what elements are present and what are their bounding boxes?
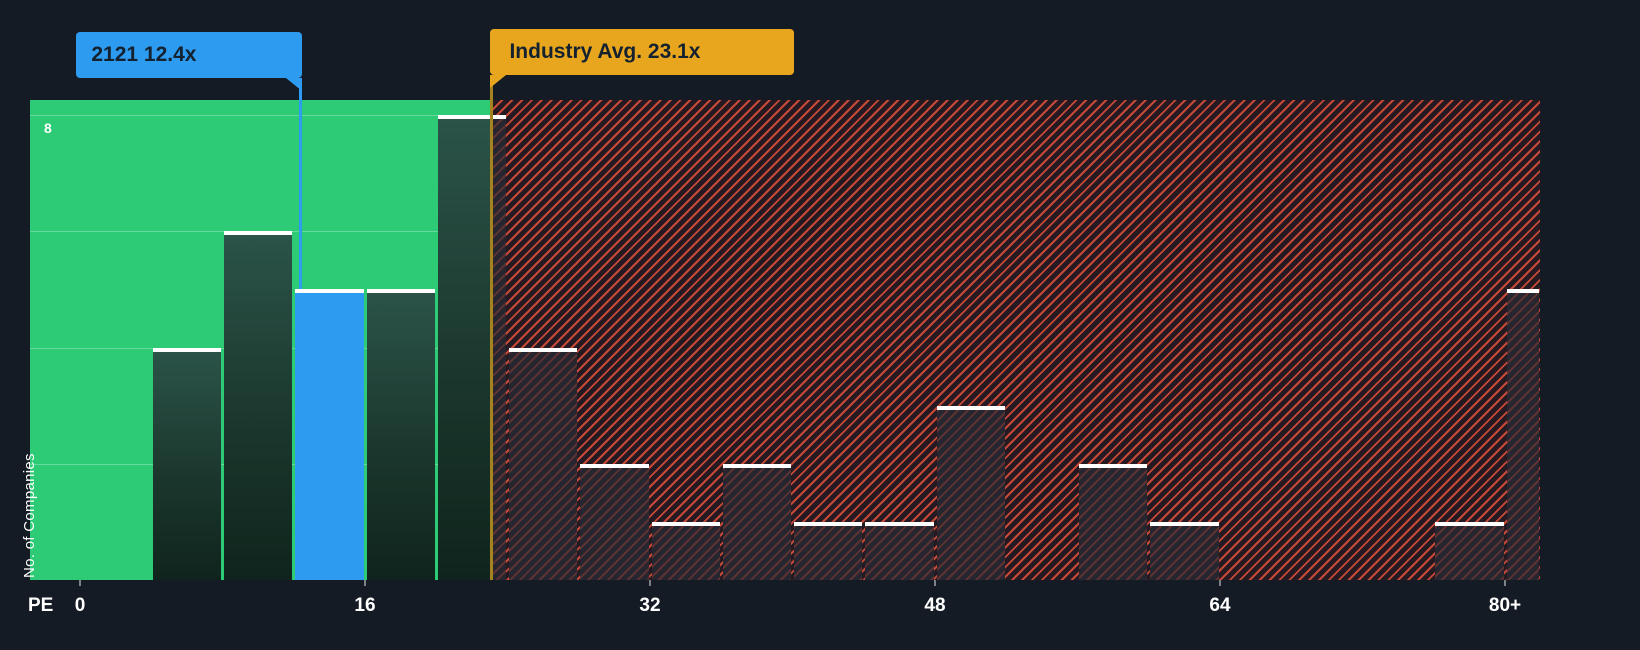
above-average-region	[491, 100, 1540, 580]
gridline-8	[30, 115, 492, 116]
histogram-bar-pe-36[interactable]	[722, 463, 791, 580]
x-tick-label-0: 0	[74, 595, 86, 616]
x-axis-unit-label: PE	[28, 595, 54, 616]
plot-area	[30, 100, 1540, 580]
histogram-bar-pe-16[interactable]	[366, 289, 435, 580]
histogram-bar-pe-44[interactable]	[865, 521, 934, 580]
x-tick-label-64: 64	[1209, 595, 1231, 616]
x-tick-label-32: 32	[639, 595, 661, 616]
industry-avg-label: Industry Avg. 23.1x	[509, 40, 701, 63]
bar-above-average-overlay	[491, 119, 506, 580]
histogram-bar-pe-8[interactable]	[224, 231, 293, 580]
x-tick-label-16: 16	[354, 595, 376, 616]
histogram-bar-pe-48[interactable]	[936, 405, 1005, 580]
histogram-bar-pe-60[interactable]	[1150, 521, 1219, 580]
x-tick-mark-16	[364, 580, 366, 586]
company-callout-pointer-icon	[286, 78, 303, 91]
bars-container	[30, 100, 1540, 580]
histogram-bar-pe-40[interactable]	[794, 521, 863, 580]
y-axis-title: No. of Companies	[21, 453, 38, 578]
industry-average-line	[489, 75, 493, 580]
company-callout-label: 2121 12.4x	[91, 43, 197, 66]
histogram-bar-pe-76[interactable]	[1435, 521, 1504, 580]
company-marker-line	[299, 78, 303, 290]
x-tick-mark-0	[79, 580, 81, 586]
histogram-bar-pe-4[interactable]	[152, 347, 221, 580]
histogram-bar-pe-20[interactable]	[437, 115, 506, 580]
x-tick-mark-64	[1219, 580, 1221, 586]
y-axis-tick-8: 8	[44, 120, 52, 136]
histogram-bar-pe-28[interactable]	[580, 463, 649, 580]
x-tick-mark-80+	[1504, 580, 1506, 586]
histogram-bar-pe-12[interactable]	[295, 289, 364, 580]
company-callout[interactable]: 2121 12.4x	[76, 32, 303, 91]
histogram-bar-pe-32[interactable]	[651, 521, 720, 580]
industry-avg-pointer-icon	[490, 75, 507, 88]
x-tick-mark-48	[934, 580, 936, 586]
histogram-bar-pe-56[interactable]	[1079, 463, 1148, 580]
x-tick-mark-32	[649, 580, 651, 586]
histogram-bar-pe-80[interactable]	[1506, 289, 1539, 580]
industry-avg-callout: Industry Avg. 23.1x	[490, 29, 795, 88]
x-tick-label-48: 48	[924, 595, 946, 616]
x-tick-label-80+: 80+	[1488, 595, 1522, 616]
histogram-bar-pe-24[interactable]	[509, 347, 578, 580]
